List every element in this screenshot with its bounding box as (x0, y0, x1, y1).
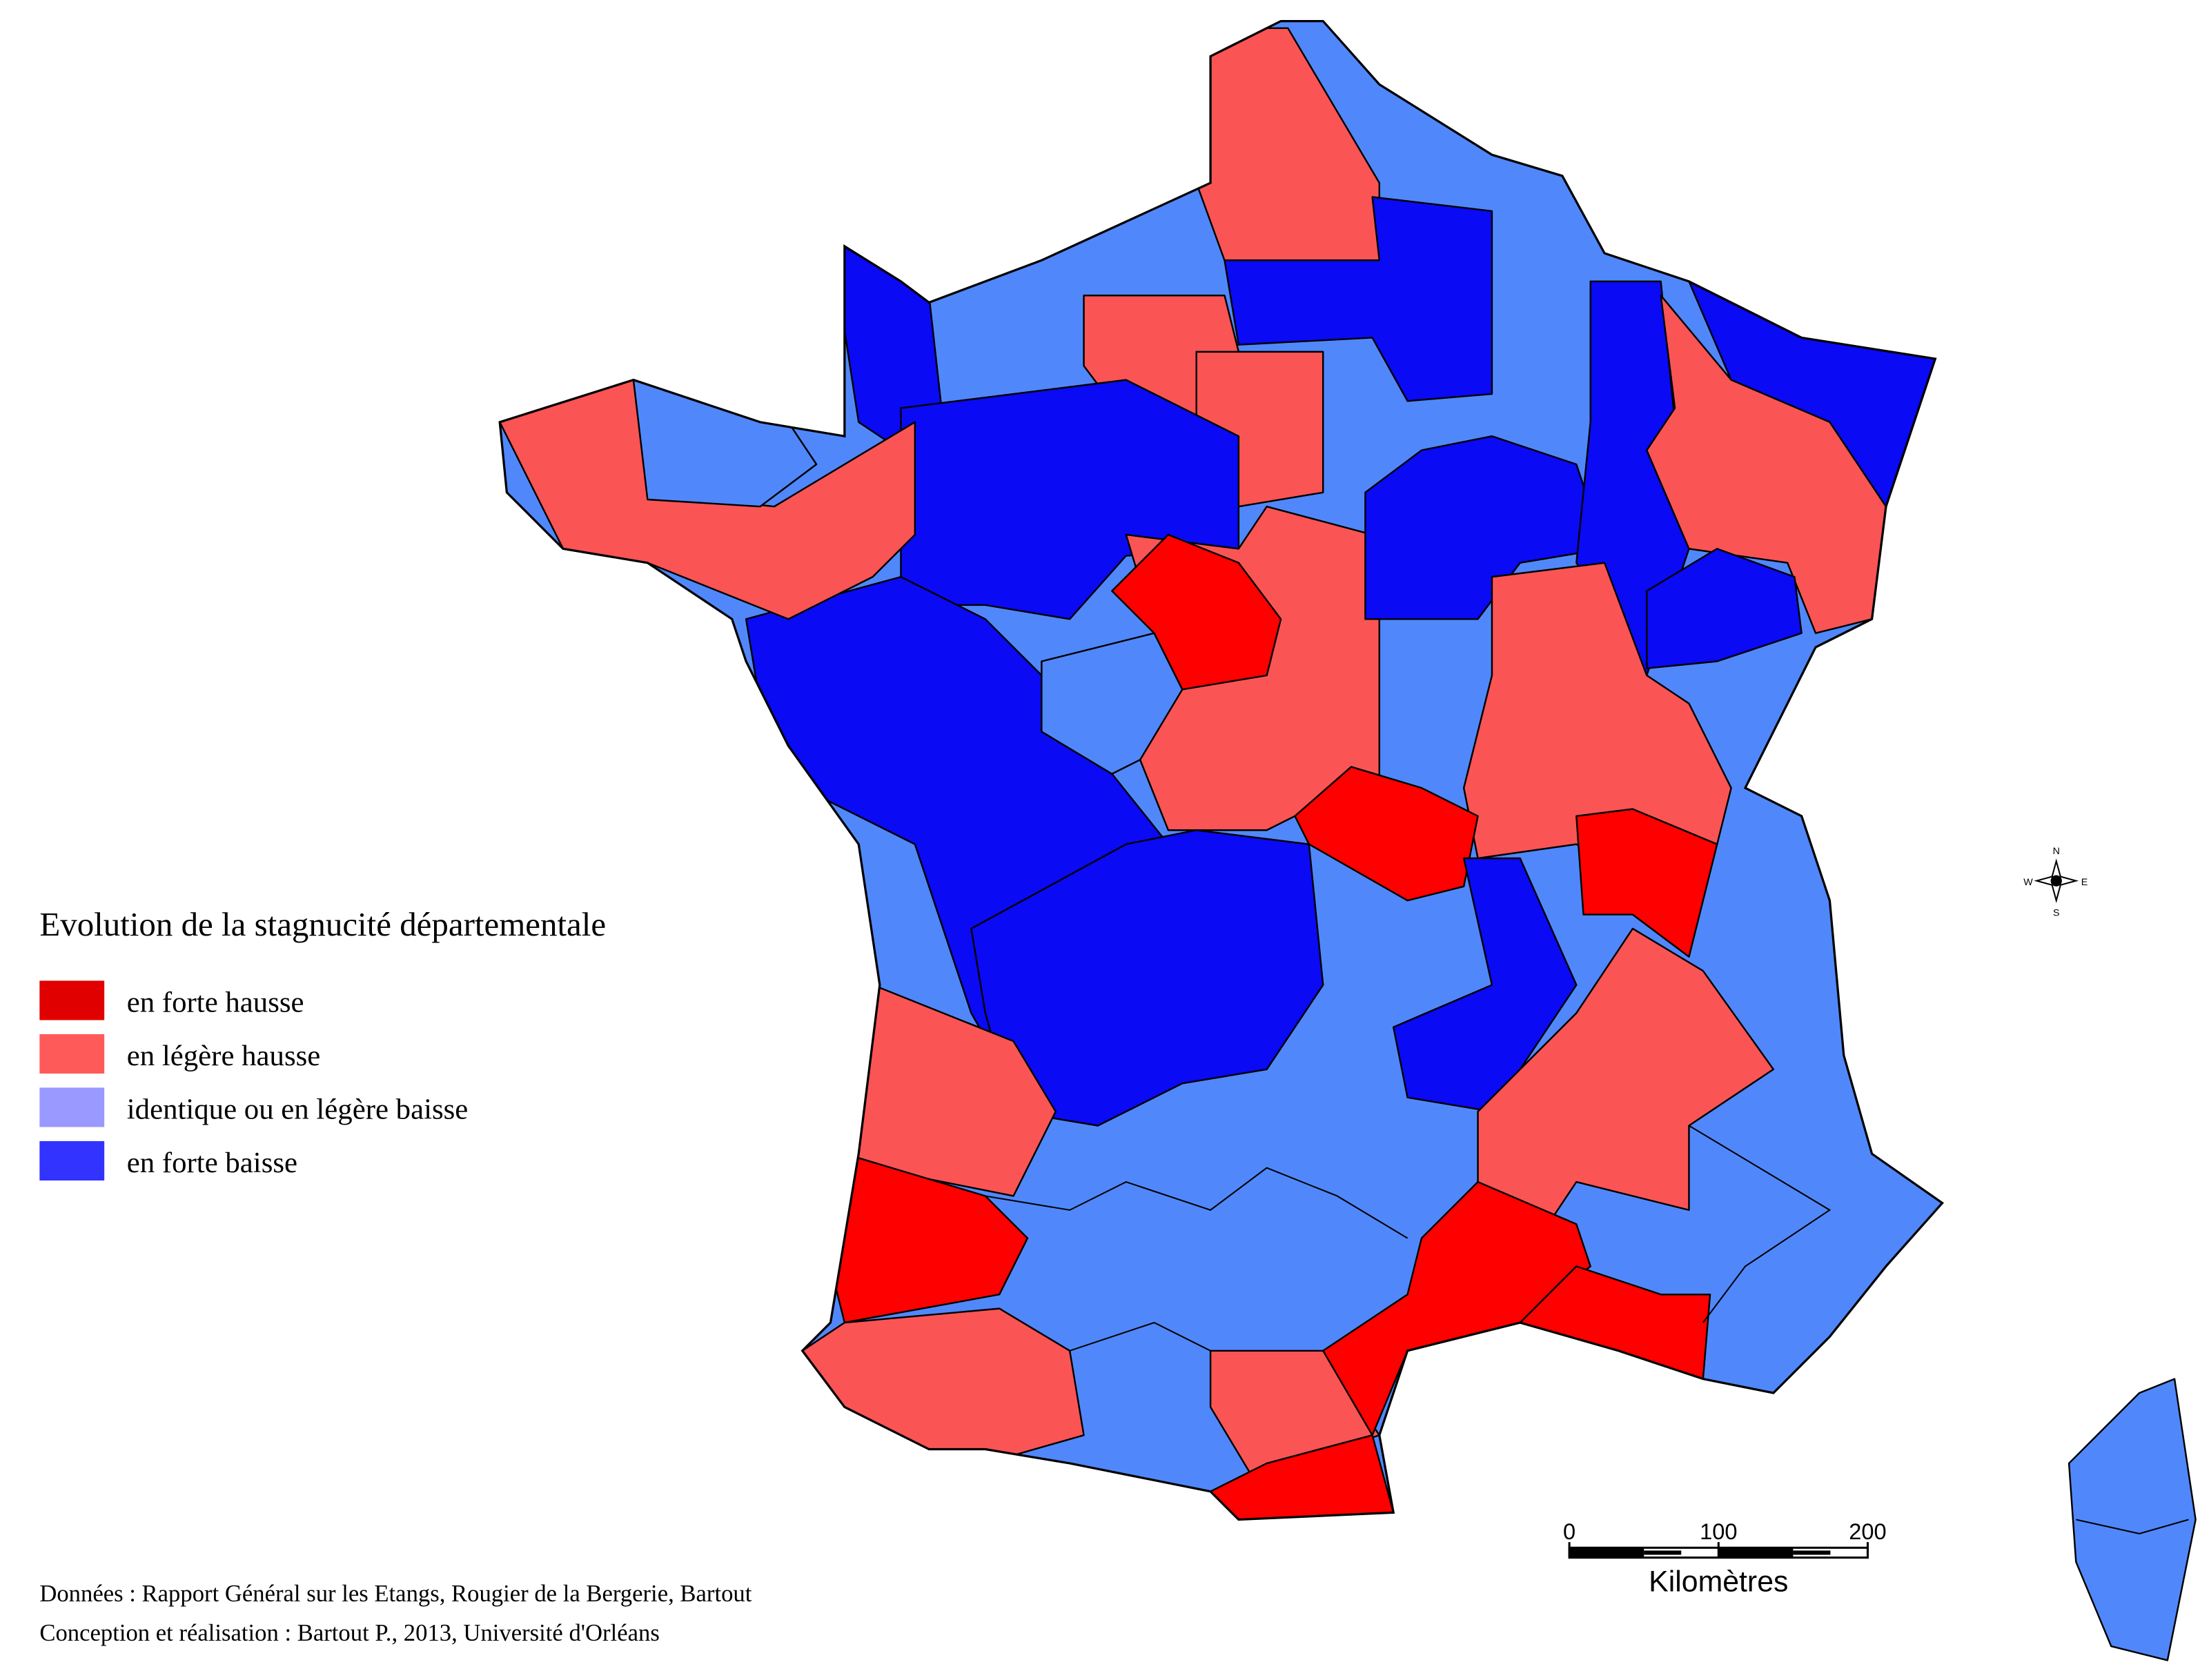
legend-swatch (39, 1034, 105, 1074)
legend-swatch (39, 1140, 105, 1181)
legend-label: en légère hausse (127, 1040, 321, 1072)
department (1224, 196, 1493, 402)
legend: en forte hausse en légère hausse identique… (39, 980, 469, 1181)
compass-n: N (2053, 846, 2060, 857)
source-line: Données : Rapport Général sur les Etangs… (39, 1581, 752, 1607)
department (1111, 533, 1282, 691)
scale-tick-label: 100 (1700, 1519, 1737, 1544)
border (985, 1167, 1408, 1239)
france-outline (498, 19, 1944, 1521)
compass-e: E (2081, 877, 2088, 888)
scale-tick-label: 200 (1849, 1519, 1886, 1544)
border (1069, 1321, 1211, 1352)
scale-bar-segment (1569, 1548, 1644, 1558)
scale-bar-segment (1718, 1548, 1794, 1558)
border (1688, 1125, 1831, 1323)
department (1294, 766, 1479, 902)
compass-s: S (2053, 908, 2060, 919)
department (1322, 1180, 1591, 1436)
scale-bar-segment (1644, 1550, 1682, 1555)
source-line: Conception et réalisation : Bartout P., … (39, 1620, 659, 1646)
legend-label: en forte baisse (127, 1147, 297, 1179)
france-departments (500, 21, 1943, 1520)
legend-title: Evolution de la stagnucité départemental… (39, 905, 606, 943)
legend-label: en forte hausse (127, 986, 304, 1018)
scale-bar: 0 100 200 Kilomètres (1563, 1519, 1887, 1598)
legend-swatch (39, 980, 105, 1020)
department (1646, 548, 1803, 669)
compass-w: W (2023, 877, 2033, 888)
department (1646, 295, 1887, 634)
scale-bar-segment (1793, 1550, 1831, 1555)
corsica (2068, 1378, 2197, 1661)
scale-tick-label: 0 (1563, 1519, 1575, 1544)
department (1575, 808, 1718, 958)
legend-swatch (39, 1087, 105, 1127)
compass: N S E W (2023, 846, 2088, 919)
legend-label: identique ou en légère baisse (127, 1093, 469, 1125)
border (2076, 1519, 2189, 1534)
compass-center (2050, 875, 2062, 887)
scale-unit: Kilomètres (1649, 1565, 1788, 1599)
